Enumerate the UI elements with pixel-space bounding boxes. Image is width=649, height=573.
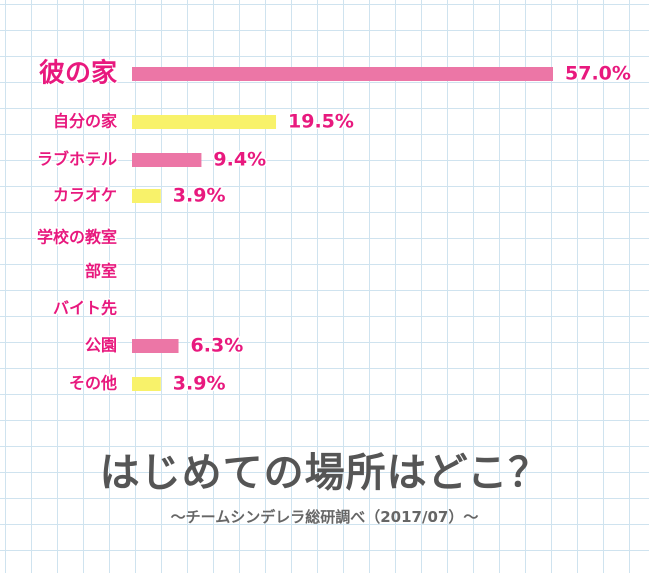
category-label: カラオケ xyxy=(53,186,117,205)
category-label: 公園 xyxy=(85,336,117,355)
value-label: 3.9% xyxy=(173,373,226,395)
category-label: 自分の家 xyxy=(53,112,118,131)
bar xyxy=(132,153,202,167)
chart-subtitle: ～チームシンデレラ総研調べ（2017/07）～ xyxy=(170,508,479,526)
value-label: 19.5% xyxy=(288,111,354,133)
bar xyxy=(132,339,179,353)
bar xyxy=(132,377,161,391)
category-label: 学校の教室 xyxy=(37,228,117,247)
category-label: ラブホテル xyxy=(37,150,117,169)
value-label: 9.4% xyxy=(213,149,266,171)
value-label: 6.3% xyxy=(191,335,244,357)
value-label: 3.9% xyxy=(173,185,226,207)
bar xyxy=(132,189,161,203)
category-label: バイト先 xyxy=(53,299,117,318)
category-label: 彼の家 xyxy=(39,58,117,89)
category-label: その他 xyxy=(69,374,117,393)
category-label: 部室 xyxy=(85,262,117,281)
chart-title: はじめての場所はどこ？ xyxy=(99,450,550,496)
bar xyxy=(132,67,553,81)
value-label: 57.0% xyxy=(565,63,631,85)
bar xyxy=(132,115,277,129)
